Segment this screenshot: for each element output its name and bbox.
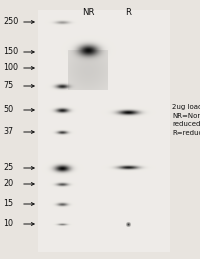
Text: R: R (125, 8, 131, 17)
Text: 10: 10 (3, 219, 13, 228)
Text: 37: 37 (3, 127, 13, 136)
Text: 100: 100 (3, 63, 18, 73)
Text: NR: NR (82, 8, 94, 17)
Text: 25: 25 (3, 163, 13, 172)
Text: 75: 75 (3, 82, 13, 90)
Text: 20: 20 (3, 179, 13, 189)
Text: 50: 50 (3, 105, 13, 114)
Text: 15: 15 (3, 199, 13, 208)
Text: 2ug loading
NR=Non-
reduced
R=reduced: 2ug loading NR=Non- reduced R=reduced (172, 104, 200, 136)
Text: 150: 150 (3, 47, 18, 56)
Text: 250: 250 (3, 18, 18, 26)
